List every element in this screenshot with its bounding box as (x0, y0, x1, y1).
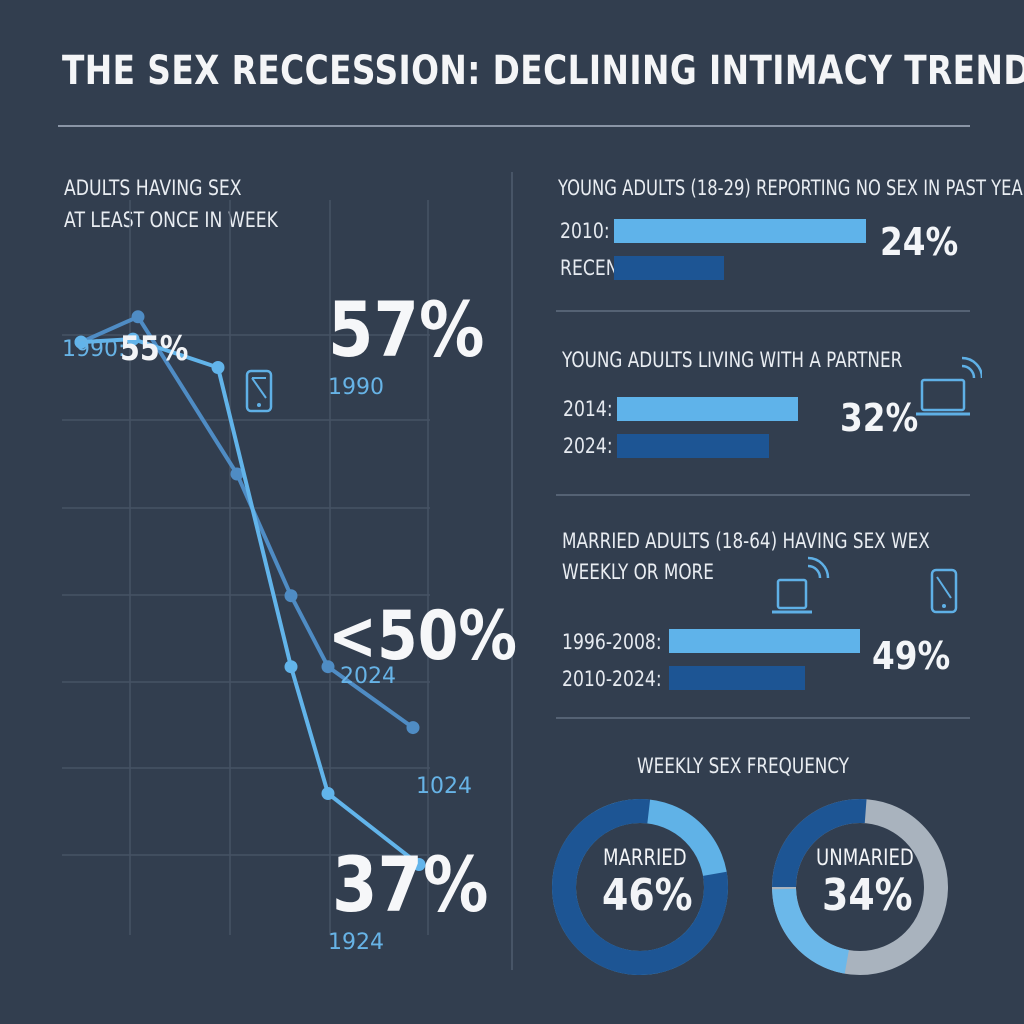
panel-divider-1 (556, 310, 970, 312)
panel-divider-3 (556, 717, 970, 719)
married-donut (552, 799, 728, 975)
partner-value: 32% (840, 396, 919, 440)
line-chart-caption-2: AT LEAST ONCE IN WEEK (64, 208, 278, 232)
line-series-2-point (284, 660, 298, 674)
line-series-2-point (126, 332, 140, 346)
title-divider (58, 125, 970, 127)
line-chart-series (74, 310, 426, 871)
line-series-1-point (230, 467, 244, 481)
big-value-top: 57% (328, 285, 485, 374)
line-series-1-point (321, 660, 335, 674)
big-value-top-year: 1990 (328, 375, 384, 400)
unmarried-donut-label: UNMARIED (816, 846, 914, 871)
married-donut-value: 46% (602, 870, 693, 921)
column-divider (511, 172, 513, 970)
line-series-2 (80, 337, 421, 867)
line-series-2-point (321, 787, 335, 800)
line-series-2-point (211, 361, 225, 374)
partner-bar-2024 (617, 434, 769, 458)
married-bar-1996-2008 (669, 629, 860, 653)
married-donut-label: MARRIED (603, 846, 687, 871)
married-caption-2: WEEKLY OR MORE (562, 560, 714, 584)
no-sex-caption: YOUNG ADULTS (18-29) REPORTING NO SEX IN… (558, 176, 1024, 200)
unmarried-donut-dark-slice (772, 799, 948, 975)
big-value-bottom-year: 1924 (328, 930, 384, 955)
partner-caption: YOUNG ADULTS LIVING WITH A PARTNER (562, 348, 903, 372)
big-value-mid-year: 2024 (340, 664, 396, 689)
married-caption-1: MARRIED ADULTS (18-64) HAVING SEX WEX (562, 529, 930, 553)
laptop-wifi-icon (916, 356, 982, 416)
unmarried-donut-slice (772, 799, 948, 975)
phone-icon (930, 568, 958, 614)
unmarried-donut (772, 799, 948, 975)
line-series-1-point (284, 589, 298, 603)
big-value-mid: <50% (328, 597, 517, 676)
panel-divider-2 (556, 494, 970, 496)
married-value: 49% (872, 634, 951, 678)
line-series-1-point (131, 310, 145, 324)
married-donut-slice (552, 799, 728, 975)
no-sex-row1-label: 2010: (560, 219, 610, 243)
page-title: THE SEX RECCESSION: DECLINING INTIMACY T… (62, 48, 1024, 94)
no-sex-value: 24% (880, 220, 959, 264)
line-chart-caption-1: ADULTS HAVING SEX (64, 176, 242, 200)
donut-caption: WEEKLY SEX FREQUENCY (637, 754, 850, 778)
line-chart (62, 200, 430, 935)
married-bar-2010-2024 (669, 666, 805, 690)
partner-row2-label: 2024: (563, 434, 613, 458)
end-year-label: 1024 (416, 774, 472, 799)
laptop-wifi-icon (772, 556, 830, 614)
no-sex-bar-recent (614, 256, 724, 280)
line-series-2-point (412, 858, 426, 871)
unmarried-donut-value: 34% (822, 870, 913, 921)
start-value-label: 55% (120, 329, 189, 369)
line-series-2-point (74, 335, 88, 349)
big-value-bottom: 37% (332, 840, 489, 929)
line-series-1 (80, 314, 415, 730)
married-row2-label: 2010-2024: (562, 667, 662, 691)
partner-bar-2014 (617, 397, 798, 421)
line-series-1-point (406, 721, 420, 735)
start-year-label: 1990: (62, 337, 126, 362)
partner-row1-label: 2014: (563, 397, 613, 421)
no-sex-bar-2010 (614, 219, 866, 243)
phone-icon (245, 369, 273, 413)
married-row1-label: 1996-2008: (562, 630, 662, 654)
